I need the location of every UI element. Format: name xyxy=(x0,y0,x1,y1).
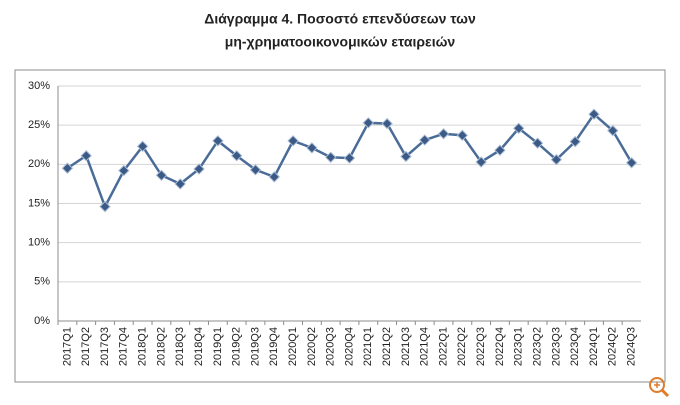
marker xyxy=(174,178,186,190)
chart-title: μη-χρηματοοικονομικών εταιρειών xyxy=(225,34,456,50)
x-tick-label: 2018Q1 xyxy=(137,327,149,366)
x-tick-label: 2021Q2 xyxy=(381,327,393,366)
x-tick-label: 2022Q4 xyxy=(494,327,506,366)
x-tick-label: 2022Q2 xyxy=(456,327,468,366)
marker xyxy=(494,144,506,156)
x-tick-label: 2017Q1 xyxy=(61,327,73,366)
x-tick-label: 2022Q1 xyxy=(437,327,449,366)
x-tick-label: 2020Q4 xyxy=(343,327,355,366)
marker xyxy=(287,135,299,147)
marker xyxy=(475,156,487,168)
x-tick-label: 2017Q2 xyxy=(80,327,92,366)
marker xyxy=(268,171,280,183)
marker xyxy=(136,140,149,153)
zoom-icon[interactable] xyxy=(649,377,670,398)
marker xyxy=(419,134,431,146)
marker xyxy=(99,200,111,213)
x-tick-label: 2024Q2 xyxy=(607,327,619,366)
x-tick-label: 2019Q3 xyxy=(249,327,261,366)
y-tick-label: 10% xyxy=(28,237,50,249)
x-tick-label: 2021Q4 xyxy=(419,327,431,366)
y-tick-label: 0% xyxy=(34,315,50,327)
marker xyxy=(155,169,168,182)
x-tick-label: 2024Q1 xyxy=(588,327,600,366)
x-tick-label: 2020Q3 xyxy=(325,327,337,366)
x-tick-label: 2020Q1 xyxy=(287,327,299,366)
y-tick-label: 30% xyxy=(28,80,50,92)
x-tick-label: 2019Q1 xyxy=(212,327,224,366)
x-tick-label: 2020Q2 xyxy=(306,327,318,366)
marker xyxy=(212,135,224,147)
marker xyxy=(362,117,375,129)
x-tick-label: 2021Q1 xyxy=(362,327,374,366)
marker xyxy=(324,151,337,163)
marker xyxy=(437,128,450,140)
marker xyxy=(550,153,563,166)
x-tick-label: 2023Q3 xyxy=(550,327,562,366)
x-tick-label: 2018Q2 xyxy=(155,327,167,366)
x-tick-label: 2023Q2 xyxy=(531,327,543,366)
x-tick-label: 2024Q3 xyxy=(626,327,638,366)
x-tick-label: 2019Q2 xyxy=(231,327,243,366)
marker xyxy=(456,129,469,142)
marker xyxy=(80,150,92,162)
x-tick-label: 2018Q3 xyxy=(174,327,186,366)
marker xyxy=(306,142,318,154)
marker xyxy=(61,162,74,174)
marker xyxy=(588,108,600,120)
x-tick-label: 2023Q1 xyxy=(513,327,525,366)
y-tick-label: 15% xyxy=(28,197,50,209)
chart-title: Διάγραμμα 4. Ποσοστό επενδύσεων των xyxy=(204,11,476,27)
y-tick-label: 25% xyxy=(28,119,50,131)
x-tick-label: 2017Q4 xyxy=(118,327,130,366)
marker xyxy=(118,164,130,177)
marker xyxy=(625,157,638,169)
x-tick-label: 2021Q3 xyxy=(400,327,412,366)
marker xyxy=(400,150,412,163)
x-tick-label: 2022Q3 xyxy=(475,327,487,366)
marker xyxy=(193,163,205,175)
marker xyxy=(513,122,525,135)
x-tick-label: 2017Q3 xyxy=(99,327,111,366)
y-tick-label: 5% xyxy=(34,276,50,288)
marker xyxy=(249,164,262,176)
y-tick-label: 20% xyxy=(28,158,50,170)
x-tick-label: 2019Q4 xyxy=(268,327,280,366)
marker xyxy=(230,150,243,162)
marker xyxy=(381,117,393,130)
marker xyxy=(569,135,581,148)
marker xyxy=(343,152,356,164)
marker xyxy=(531,137,544,149)
plot-frame xyxy=(14,69,666,383)
x-tick-label: 2023Q4 xyxy=(569,327,581,366)
marker xyxy=(607,124,619,137)
x-tick-label: 2018Q4 xyxy=(193,327,205,366)
